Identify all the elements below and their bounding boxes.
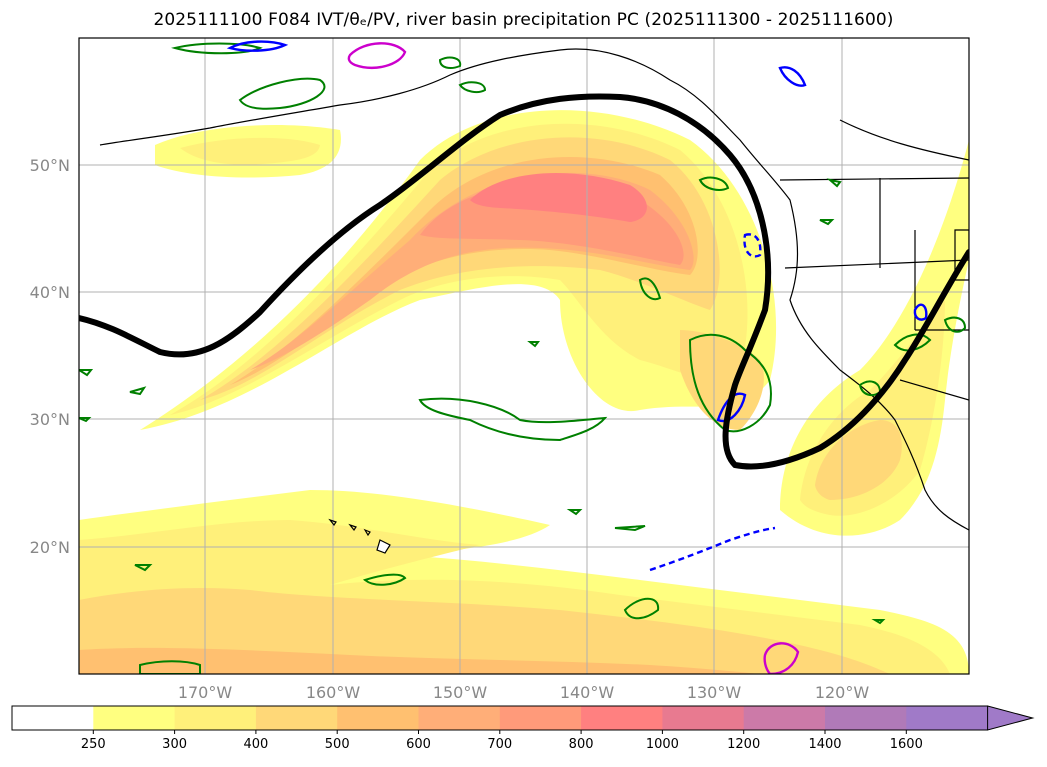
colorbar-segment	[906, 706, 989, 730]
colorbar-extend-arrow	[987, 705, 1035, 731]
coastlines	[99, 48, 969, 554]
ivt-shading-north	[140, 110, 777, 430]
colorbar	[11, 705, 1035, 731]
colorbar-segment	[255, 706, 338, 730]
lat-label-40n: 40°N	[30, 283, 70, 302]
colorbar-segment	[662, 706, 745, 730]
jet-axis-line	[79, 93, 969, 470]
lon-label-170w: 170°W	[178, 683, 233, 702]
lat-label-50n: 50°N	[30, 156, 70, 175]
lat-label-30n: 30°N	[30, 410, 70, 429]
figure-title: 2025111100 F084 IVT/θₑ/PV, river basin p…	[153, 10, 894, 30]
colorbar-segment	[12, 706, 94, 730]
colorbar-tick-label: 300	[162, 737, 187, 752]
map-gridlines	[79, 38, 969, 674]
map-frame	[78, 37, 970, 675]
colorbar-tick-label: 600	[406, 737, 431, 752]
ivt-shading-west	[155, 125, 341, 178]
lon-label-140w: 140°W	[560, 683, 615, 702]
colorbar-tick-label: 1200	[727, 737, 760, 752]
theta-negative-contours	[226, 40, 928, 572]
colorbar-tick-label: 1400	[808, 737, 841, 752]
latitude-labels: 50°N 40°N 30°N 20°N	[30, 156, 70, 557]
theta-positive-contours	[347, 42, 800, 674]
colorbar-segment	[499, 706, 582, 730]
ivt-shading-south	[79, 490, 969, 674]
colorbar-tick-label: 400	[243, 737, 268, 752]
colorbar-tick-label: 500	[325, 737, 350, 752]
colorbar-segment	[337, 706, 419, 730]
colorbar-segment	[825, 706, 907, 730]
colorbar-labels: 250 300 400 500 600 700 800 1000 1200 1400 1600	[81, 730, 923, 752]
colorbar-segment	[743, 706, 826, 730]
lon-label-150w: 150°W	[433, 683, 488, 702]
lon-label-160w: 160°W	[306, 683, 361, 702]
lon-label-130w: 130°W	[687, 683, 742, 702]
colorbar-tick-label: 1600	[890, 737, 923, 752]
lon-label-120w: 120°W	[815, 683, 870, 702]
colorbar-segment	[93, 706, 176, 730]
colorbar-tick-label: 800	[569, 737, 594, 752]
colorbar-tick-label: 250	[81, 737, 106, 752]
colorbar-tick-label: 700	[487, 737, 512, 752]
colorbar-tick-label: 1000	[646, 737, 679, 752]
map-panel	[79, 38, 969, 674]
longitude-labels: 170°W 160°W 150°W 140°W 130°W 120°W	[178, 683, 870, 702]
colorbar-segment	[581, 706, 663, 730]
colorbar-segment	[418, 706, 501, 730]
colorbar-segment	[174, 706, 257, 730]
lat-label-20n: 20°N	[30, 538, 70, 557]
